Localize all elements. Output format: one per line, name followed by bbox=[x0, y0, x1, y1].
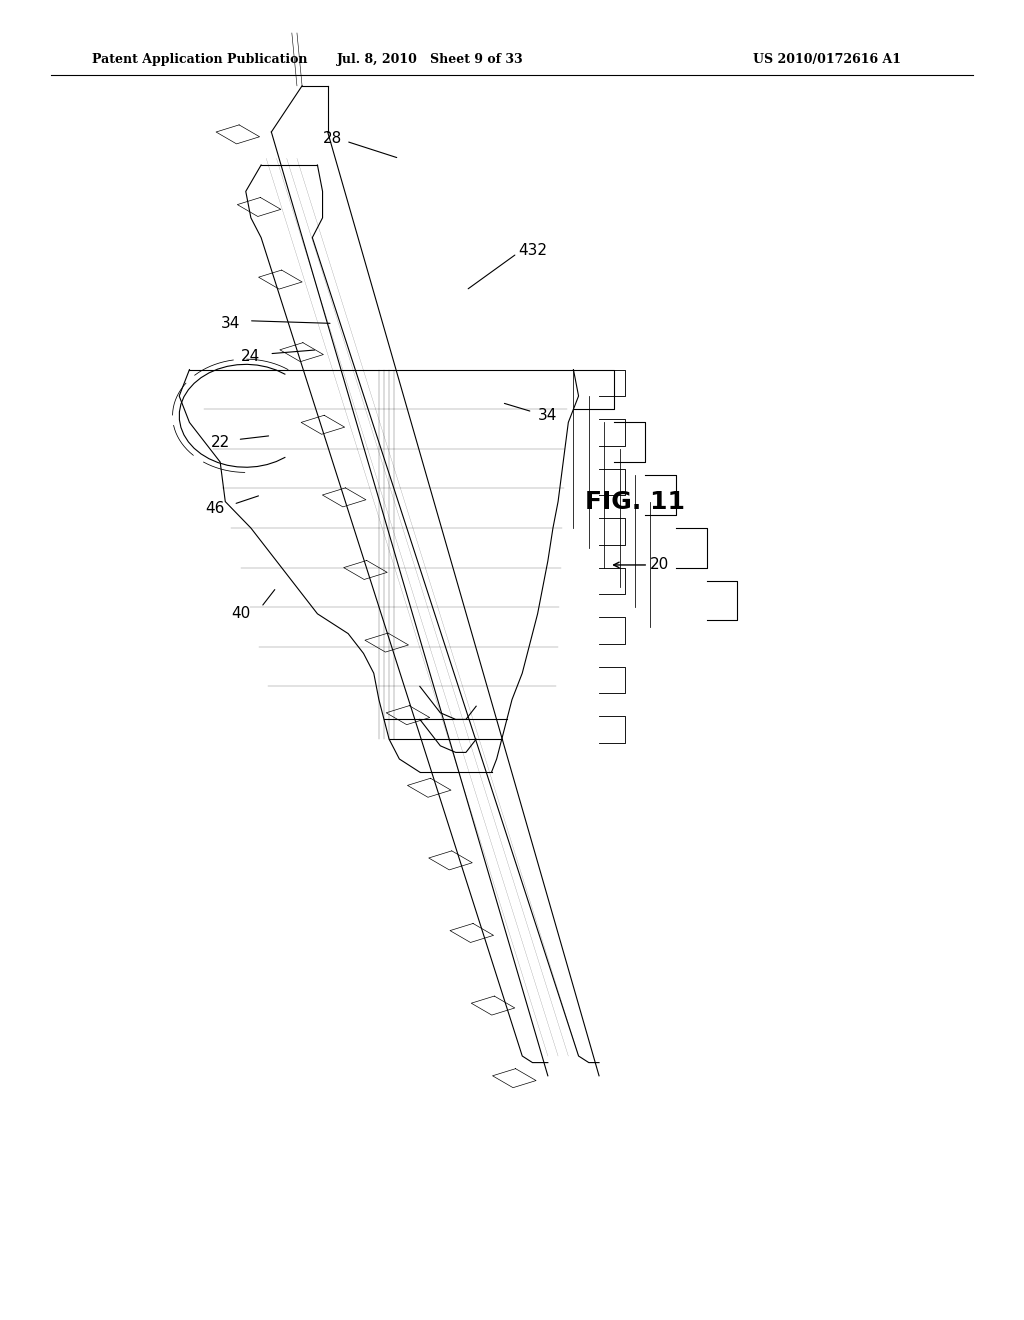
Text: Patent Application Publication: Patent Application Publication bbox=[92, 53, 307, 66]
Text: 34: 34 bbox=[221, 315, 240, 331]
Text: 28: 28 bbox=[324, 131, 342, 147]
Text: 34: 34 bbox=[539, 408, 557, 424]
Text: 46: 46 bbox=[206, 500, 224, 516]
Text: Jul. 8, 2010   Sheet 9 of 33: Jul. 8, 2010 Sheet 9 of 33 bbox=[337, 53, 523, 66]
Text: US 2010/0172616 A1: US 2010/0172616 A1 bbox=[753, 53, 901, 66]
Text: 20: 20 bbox=[650, 557, 670, 573]
Text: 40: 40 bbox=[231, 606, 250, 622]
Text: 432: 432 bbox=[518, 243, 547, 259]
Text: 22: 22 bbox=[211, 434, 229, 450]
Text: FIG. 11: FIG. 11 bbox=[585, 490, 685, 513]
Text: 24: 24 bbox=[242, 348, 260, 364]
